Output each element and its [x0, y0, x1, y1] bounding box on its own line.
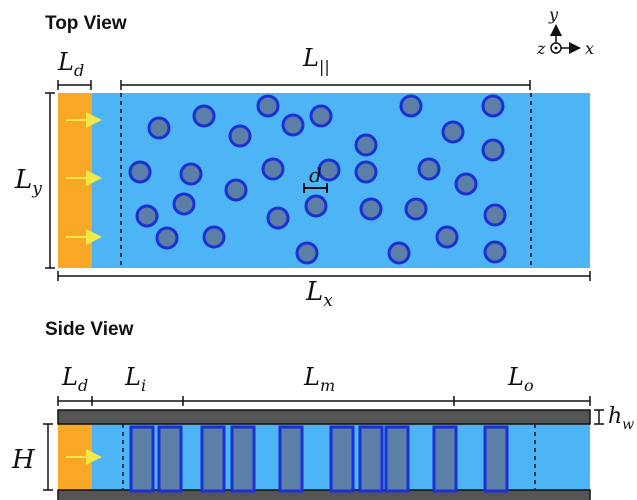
h-dimension	[43, 423, 53, 491]
obstacle	[228, 124, 252, 148]
obstacle	[435, 225, 459, 249]
axes-indicator	[550, 24, 581, 54]
obstacle	[202, 225, 226, 249]
obstacle	[261, 157, 285, 181]
hw-dimension	[594, 409, 604, 425]
obstacle	[155, 226, 179, 250]
pillar	[200, 425, 226, 493]
obstacle	[317, 158, 341, 182]
obstacle	[135, 204, 159, 228]
obstacle	[295, 241, 319, 265]
lx-dimension	[57, 271, 591, 281]
obstacle	[387, 241, 411, 265]
obstacle	[417, 157, 441, 181]
top-view-title: Top View	[45, 13, 127, 34]
d-label: d	[309, 163, 322, 187]
li-label: Li	[124, 363, 146, 395]
obstacle	[128, 160, 152, 184]
side-view: Ld Li Lm Lo H hw	[11, 363, 634, 500]
lpar-dimension	[120, 80, 531, 90]
obstacle	[441, 120, 465, 144]
obstacle	[354, 160, 378, 184]
bottom-wall	[57, 489, 591, 500]
obstacle	[481, 138, 505, 162]
obstacle	[172, 192, 196, 216]
obstacle	[454, 172, 478, 196]
ly-label: Ly	[14, 165, 42, 199]
h-label: H	[11, 445, 36, 475]
top-view: d Ld L|| Ly Lx	[14, 5, 594, 311]
obstacle	[179, 162, 203, 186]
ly-dimension	[45, 92, 55, 269]
pillar	[358, 425, 384, 493]
side-view-title: Side View	[45, 319, 134, 340]
top-obstacles	[128, 94, 507, 265]
diameter-dimension	[303, 183, 328, 193]
obstacle	[192, 104, 216, 128]
lm-label: Lm	[303, 363, 335, 395]
axis-z-label: z	[536, 39, 546, 58]
obstacle	[483, 203, 507, 227]
obstacle	[281, 113, 305, 137]
lo-label: Lo	[507, 363, 534, 395]
obstacle	[404, 197, 428, 221]
pillar	[157, 425, 183, 493]
obstacle	[224, 178, 248, 202]
side-ld-label: Ld	[61, 363, 88, 395]
obstacle	[309, 104, 333, 128]
lx-label: Lx	[305, 277, 333, 311]
axis-y-label: y	[548, 5, 559, 24]
top-ld-dimension	[57, 80, 92, 90]
hw-label: hw	[608, 404, 634, 433]
obstacle	[147, 116, 171, 140]
segment-dimensions	[57, 396, 591, 406]
pillar	[129, 425, 155, 493]
side-pillars	[129, 425, 509, 493]
top-wall	[57, 409, 591, 425]
obstacle	[256, 94, 280, 118]
obstacle	[359, 197, 383, 221]
pillar	[483, 425, 509, 493]
pillar	[384, 425, 410, 493]
pillar	[230, 425, 256, 493]
obstacle	[481, 94, 505, 118]
obstacle	[399, 94, 423, 118]
obstacle	[354, 133, 378, 157]
pillar	[329, 425, 355, 493]
obstacle	[483, 240, 507, 264]
pillar	[278, 425, 304, 493]
obstacle	[266, 206, 290, 230]
pillar	[432, 425, 458, 493]
lpar-label: L||	[302, 44, 330, 76]
top-ld-label: Ld	[57, 48, 84, 80]
obstacle	[304, 194, 328, 218]
axis-x-label: x	[585, 39, 594, 58]
